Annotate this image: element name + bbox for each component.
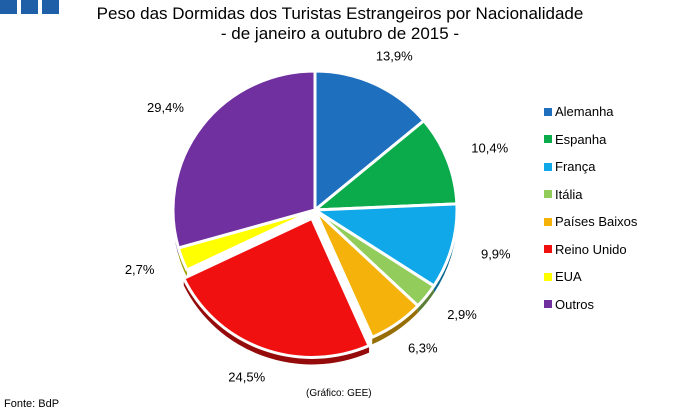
- legend-label: Países Baixos: [555, 214, 638, 230]
- legend-label: EUA: [555, 269, 582, 285]
- legend-swatch: [544, 190, 552, 199]
- legend-swatch: [544, 272, 552, 281]
- legend-swatch: [544, 162, 552, 171]
- pie-slice-frança: [313, 202, 459, 288]
- pie-slice-países-baixos: [313, 208, 420, 339]
- legend-item: EUA: [544, 263, 637, 291]
- legend-label: Outros: [555, 296, 595, 312]
- legend-swatch: [544, 135, 552, 144]
- pie-slice-side: [183, 278, 370, 365]
- data-label: 24,5%: [228, 369, 265, 384]
- source-note: Fonte: BdP: [4, 398, 60, 410]
- chart-title: Peso das Dormidas dos Turistas Estrangei…: [60, 4, 620, 44]
- legend-item: Outros: [544, 291, 637, 319]
- data-label: 2,7%: [125, 262, 155, 277]
- legend-swatch: [544, 107, 552, 116]
- legend-item: Espanha: [544, 126, 637, 154]
- data-label: 9,9%: [481, 247, 511, 262]
- data-label: 29,4%: [147, 100, 184, 115]
- chart-title-line2: - de janeiro a outubro de 2015 -: [220, 24, 460, 43]
- pie-slice-alemanha: [313, 69, 426, 212]
- data-label: 13,9%: [376, 48, 413, 63]
- data-label: 10,4%: [471, 141, 508, 156]
- legend-label: Itália: [555, 186, 583, 202]
- legend-swatch: [544, 300, 552, 309]
- logo-square: [21, 0, 38, 14]
- legend-label: França: [555, 159, 596, 175]
- legend-swatch: [544, 245, 552, 254]
- chart-title-line1: Peso das Dormidas dos Turistas Estrangei…: [96, 4, 584, 23]
- data-label: 6,3%: [408, 341, 438, 356]
- legend-item: Alemanha: [544, 98, 637, 126]
- legend-label: Reino Unido: [555, 241, 627, 257]
- legend-swatch: [544, 217, 552, 226]
- logo-square: [0, 0, 17, 14]
- logo: [0, 0, 59, 14]
- chart-credit: (Gráfico: GEE): [306, 388, 372, 399]
- data-label: 2,9%: [447, 307, 477, 322]
- pie-slice-reino-unido: [182, 216, 371, 359]
- pie-slice-outros: [171, 69, 317, 250]
- legend-label: Alemanha: [555, 104, 614, 120]
- legend-label: Espanha: [555, 131, 607, 147]
- legend-item: Reino Unido: [544, 236, 637, 264]
- legend: Alemanha Espanha França Itália Países Baixos…: [544, 98, 637, 318]
- legend-item: Itália: [544, 181, 637, 209]
- logo-square: [42, 0, 59, 14]
- legend-item: Países Baixos: [544, 208, 637, 236]
- pie-slice-espanha: [313, 119, 459, 212]
- legend-item: França: [544, 153, 637, 181]
